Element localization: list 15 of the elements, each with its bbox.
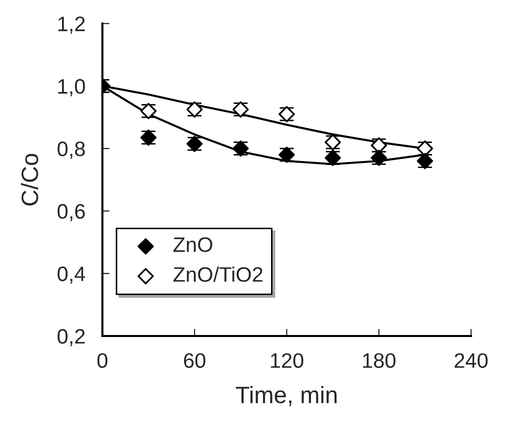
x-tick-label: 0 — [97, 353, 108, 368]
y-axis-title: C/Co — [20, 154, 38, 206]
x-tick-label: 120 — [270, 353, 304, 368]
y-tick-label: 0,6 — [58, 204, 85, 222]
y-tick-label: 0,8 — [58, 142, 85, 159]
x-tick-label: 180 — [363, 353, 396, 368]
y-tick-label: 1,0 — [58, 79, 85, 96]
x-axis-title: Time, min — [236, 386, 337, 406]
legend-label: ZnO — [173, 237, 212, 252]
legend-label: ZnO/TiO2 — [173, 266, 262, 282]
y-tick-label: 1,2 — [58, 16, 85, 34]
x-tick-label: 240 — [454, 353, 488, 368]
y-tick-label: 0,2 — [58, 328, 85, 346]
x-tick-label: 60 — [184, 353, 206, 368]
y-tick-label: 0,4 — [58, 266, 86, 284]
